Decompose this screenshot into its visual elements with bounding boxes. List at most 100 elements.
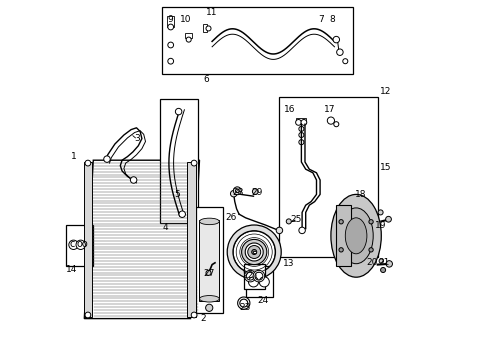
Circle shape [85, 160, 91, 166]
Text: 2: 2 [200, 314, 206, 323]
Circle shape [380, 267, 385, 273]
Text: 24: 24 [257, 296, 268, 305]
Text: 17: 17 [323, 105, 334, 114]
Text: 13: 13 [283, 259, 294, 268]
Text: 8: 8 [329, 15, 335, 24]
Circle shape [333, 122, 338, 127]
Bar [84, 162, 91, 317]
Circle shape [298, 140, 303, 145]
Bar [185, 33, 191, 38]
Circle shape [230, 190, 237, 197]
Circle shape [342, 59, 347, 64]
Text: 29: 29 [250, 188, 262, 197]
Bar [336, 205, 350, 266]
Text: 5: 5 [174, 190, 180, 199]
Text: 26: 26 [225, 213, 237, 222]
Circle shape [205, 270, 211, 275]
Text: 27: 27 [203, 269, 215, 278]
Circle shape [377, 210, 382, 215]
Text: c: c [69, 239, 74, 249]
Bar [167, 16, 174, 27]
Circle shape [76, 240, 85, 249]
Circle shape [167, 58, 173, 64]
Circle shape [247, 246, 260, 258]
Circle shape [233, 187, 241, 195]
Ellipse shape [330, 194, 381, 277]
Circle shape [378, 259, 383, 263]
Circle shape [167, 42, 173, 48]
Circle shape [248, 277, 258, 287]
Circle shape [301, 120, 306, 125]
Circle shape [191, 160, 197, 166]
Bar [295, 118, 306, 122]
Text: 1: 1 [71, 152, 77, 161]
Bar [203, 24, 207, 32]
Text: 11: 11 [205, 8, 217, 17]
Ellipse shape [199, 296, 219, 302]
Text: 23: 23 [239, 303, 251, 312]
Bar [199, 220, 219, 301]
Ellipse shape [345, 218, 366, 254]
Circle shape [251, 249, 256, 255]
Bar [252, 251, 255, 253]
Circle shape [205, 26, 211, 31]
Circle shape [205, 304, 212, 311]
Text: 4: 4 [162, 223, 168, 232]
Circle shape [368, 248, 372, 252]
Text: 25: 25 [290, 215, 301, 224]
Bar [246, 266, 273, 297]
Circle shape [276, 227, 282, 234]
Ellipse shape [199, 218, 219, 225]
Text: 21: 21 [378, 258, 389, 267]
Circle shape [167, 24, 173, 30]
Polygon shape [84, 160, 199, 319]
Text: 19: 19 [374, 220, 386, 230]
Circle shape [252, 189, 258, 194]
Circle shape [103, 156, 110, 162]
Bar [244, 264, 265, 289]
Circle shape [285, 219, 291, 224]
Circle shape [186, 37, 191, 42]
Circle shape [298, 132, 303, 138]
Circle shape [385, 261, 392, 267]
Circle shape [85, 312, 91, 318]
Bar [196, 207, 223, 313]
Text: 7: 7 [318, 15, 324, 24]
Text: 12: 12 [379, 87, 390, 96]
Text: 3: 3 [134, 134, 140, 143]
Circle shape [298, 126, 303, 131]
Circle shape [332, 36, 339, 43]
Circle shape [368, 220, 372, 224]
Bar [162, 7, 352, 74]
Text: 20: 20 [366, 258, 377, 267]
Text: 18: 18 [355, 190, 366, 199]
Circle shape [175, 108, 182, 115]
Text: 14: 14 [66, 266, 78, 275]
Bar [66, 225, 93, 266]
Circle shape [338, 220, 343, 224]
Text: 10: 10 [180, 15, 191, 24]
Circle shape [191, 312, 197, 318]
Text: oo: oo [76, 239, 88, 249]
Bar [186, 162, 196, 317]
Circle shape [235, 189, 239, 193]
Circle shape [336, 49, 343, 55]
Text: 6: 6 [203, 75, 208, 84]
Text: 28: 28 [232, 188, 243, 197]
Circle shape [338, 248, 343, 252]
Bar [278, 97, 377, 257]
Circle shape [69, 240, 78, 249]
Circle shape [295, 120, 301, 125]
Circle shape [326, 117, 334, 124]
Text: 9: 9 [167, 15, 172, 24]
Circle shape [385, 216, 390, 222]
Text: 15: 15 [379, 163, 390, 172]
Text: 22: 22 [242, 271, 253, 280]
Bar [160, 99, 197, 223]
Circle shape [298, 227, 305, 234]
Text: 16: 16 [284, 105, 295, 114]
Circle shape [130, 177, 137, 183]
Circle shape [179, 211, 185, 217]
Circle shape [259, 277, 269, 287]
Ellipse shape [338, 208, 372, 264]
